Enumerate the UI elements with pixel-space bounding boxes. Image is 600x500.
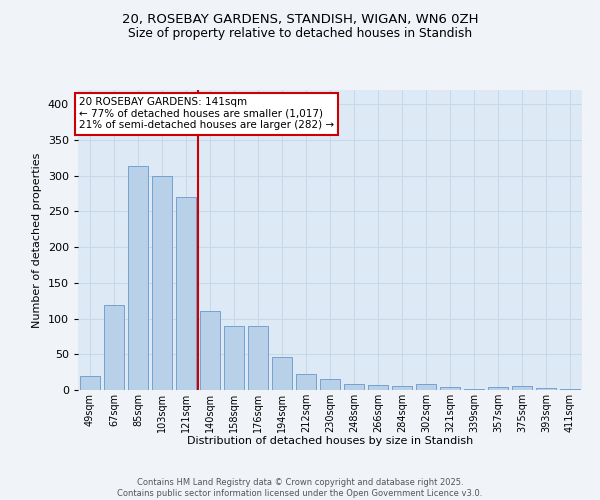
Bar: [272, 357, 292, 390]
Bar: [80, 376, 100, 390]
Bar: [512, 386, 532, 390]
Text: Contains HM Land Registry data © Crown copyright and database right 2025.
Contai: Contains HM Land Registry data © Crown c…: [118, 478, 482, 498]
Bar: [296, 374, 316, 390]
Bar: [416, 384, 436, 390]
Bar: [248, 326, 268, 390]
Bar: [560, 388, 580, 390]
Bar: [128, 166, 148, 390]
Bar: [176, 197, 196, 390]
X-axis label: Distribution of detached houses by size in Standish: Distribution of detached houses by size …: [187, 436, 473, 446]
Text: 20 ROSEBAY GARDENS: 141sqm
← 77% of detached houses are smaller (1,017)
21% of s: 20 ROSEBAY GARDENS: 141sqm ← 77% of deta…: [79, 97, 334, 130]
Bar: [392, 386, 412, 390]
Text: 20, ROSEBAY GARDENS, STANDISH, WIGAN, WN6 0ZH: 20, ROSEBAY GARDENS, STANDISH, WIGAN, WN…: [122, 12, 478, 26]
Bar: [200, 312, 220, 390]
Bar: [440, 387, 460, 390]
Bar: [320, 380, 340, 390]
Bar: [104, 305, 124, 390]
Bar: [368, 385, 388, 390]
Text: Size of property relative to detached houses in Standish: Size of property relative to detached ho…: [128, 28, 472, 40]
Bar: [536, 388, 556, 390]
Bar: [344, 384, 364, 390]
Bar: [224, 326, 244, 390]
Bar: [464, 388, 484, 390]
Bar: [152, 176, 172, 390]
Bar: [488, 387, 508, 390]
Y-axis label: Number of detached properties: Number of detached properties: [32, 152, 42, 328]
